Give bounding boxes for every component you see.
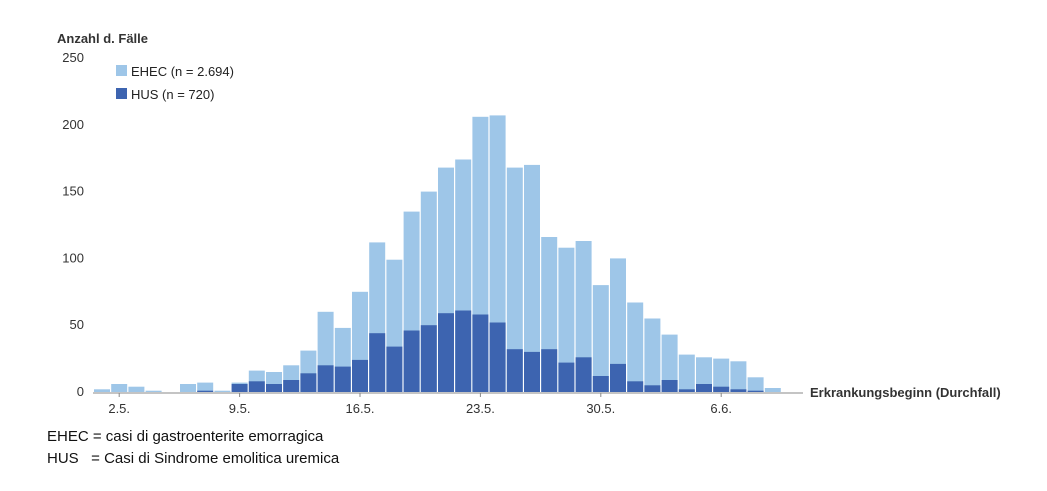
hus-bar [231,384,248,392]
y-tick-label: 0 [77,384,84,399]
ehec-bar [94,389,110,392]
hus-bar [661,380,678,392]
y-axis-label: Anzahl d. Fälle [57,31,148,46]
hus-bar [592,376,609,392]
legend: EHEC (n = 2.694) HUS (n = 720) [116,64,234,102]
ehec-bar [713,358,730,392]
ehec-bar [730,361,747,392]
ehec-bar [145,390,162,392]
x-axis-label: Erkrankungsbeginn (Durchfall) [810,385,1001,400]
y-axis-ticks: 0 50 100 150 200 250 [62,50,84,399]
hus-bar [747,390,764,392]
epidemic-curve-chart: Anzahl d. Fälle Erkrankungsbeginn (Durch… [57,31,1001,416]
hus-bar [403,330,420,392]
hus-bar [352,359,368,392]
hus-bar [248,381,265,392]
hus-bar [575,357,592,392]
ehec-bar [747,377,764,392]
x-tick-label: 16.5. [346,401,375,416]
hus-bar [300,373,317,392]
ehec-bar [627,302,644,392]
hus-bar [627,381,644,392]
ehec-bars [94,115,781,393]
hus-bar [541,349,558,392]
hus-bar [197,390,214,392]
hus-bar [317,365,334,392]
ehec-bar [558,247,575,392]
x-tick-label: 6.6. [710,401,732,416]
hus-bar [369,333,386,392]
hus-bar [696,384,712,392]
y-tick-label: 250 [62,50,84,65]
x-tick-label: 2.5. [108,401,130,416]
ehec-bar [678,354,695,392]
hus-bars [197,310,764,392]
hus-bar [266,384,282,392]
ehec-bar [644,318,661,392]
hus-bar [524,351,540,392]
ehec-bar [197,382,214,392]
hus-bar [420,325,437,392]
hus-bar [506,349,523,392]
ehec-bar [524,164,540,392]
ehec-bar [592,285,609,392]
legend-label-ehec: EHEC (n = 2.694) [131,64,234,79]
hus-bar [558,362,575,392]
x-axis-ticks: 2.5. 9.5. 16.5. 23.5. 30.5. 6.6. [108,393,732,416]
y-tick-label: 200 [62,117,84,132]
legend-swatch-hus [116,88,127,99]
ehec-bar [128,386,145,392]
hus-bar [730,389,747,392]
hus-bar [334,366,351,392]
hus-bar [455,310,472,392]
x-tick-label: 9.5. [229,401,251,416]
hus-bar [678,389,695,392]
hus-bar [472,314,489,392]
ehec-bar [111,384,128,392]
hus-bar [713,386,730,392]
y-tick-label: 100 [62,250,84,265]
ehec-bar [180,384,196,392]
hus-bar [283,380,300,392]
ehec-bar [506,167,523,392]
ehec-bar [575,241,592,392]
ehec-bar [214,390,231,392]
ehec-bar [610,258,626,392]
hus-bar [386,346,403,392]
ehec-bar [764,388,781,392]
x-tick-label: 30.5. [586,401,615,416]
note-hus: HUS = Casi di Sindrome emolitica uremica [47,450,340,467]
legend-label-hus: HUS (n = 720) [131,87,214,102]
hus-bar [489,322,506,392]
hus-bar [644,385,661,392]
hus-bar [438,313,454,392]
note-ehec: EHEC = casi di gastroenterite emorragica [47,428,324,445]
y-tick-label: 50 [70,317,84,332]
ehec-bar [661,334,678,392]
x-tick-label: 23.5. [466,401,495,416]
hus-bar [610,363,626,392]
legend-swatch-ehec [116,65,127,76]
ehec-bar [696,357,712,392]
y-tick-label: 150 [62,184,84,199]
